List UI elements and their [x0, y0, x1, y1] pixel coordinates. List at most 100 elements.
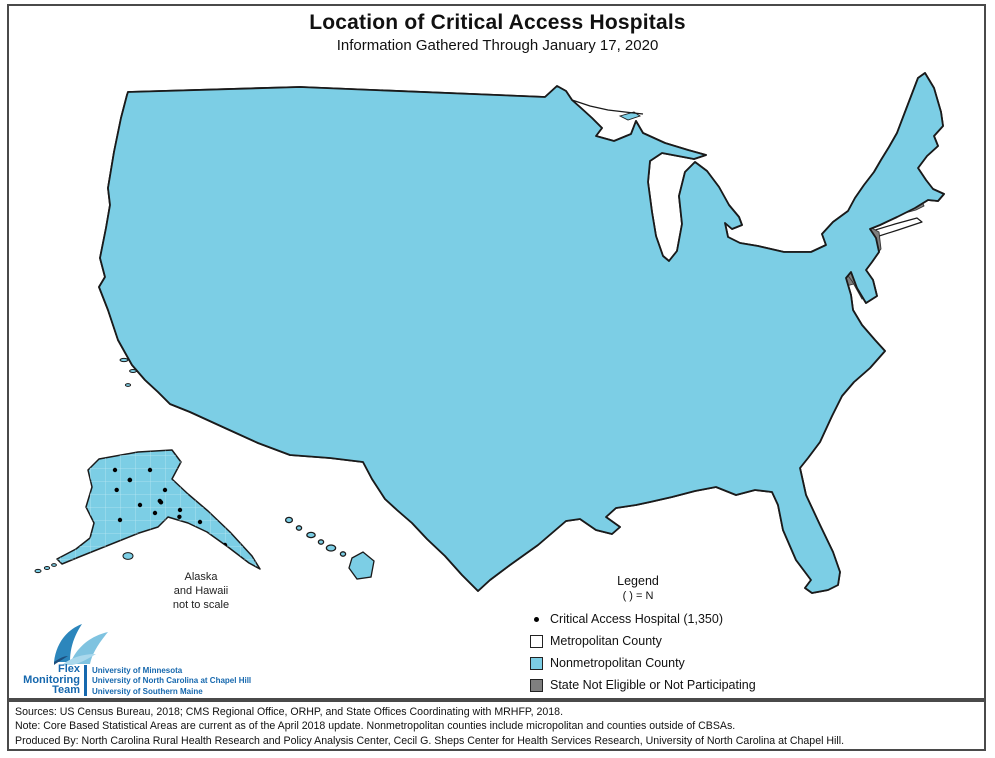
- hospital-dot: [863, 139, 868, 145]
- logo-swoosh-icon: [54, 624, 108, 665]
- hospital-dot: [114, 487, 119, 493]
- hospital-dot: [676, 132, 682, 137]
- hospital-dot: [652, 199, 657, 204]
- hospital-dot: [675, 107, 681, 112]
- hospital-dot: [626, 122, 632, 128]
- hospital-dot: [799, 195, 805, 200]
- legend-item-hospital: Critical Access Hospital (1,350): [527, 608, 867, 630]
- hospital-dot: [873, 332, 878, 337]
- hospital-dot: [207, 436, 212, 442]
- hospital-dot: [707, 152, 713, 157]
- hospital-dot: [658, 122, 664, 128]
- hospital-dot: [815, 457, 821, 462]
- hospital-dot: [796, 229, 801, 235]
- hospital-dot: [112, 467, 118, 473]
- hospital-dot: [805, 170, 810, 175]
- sources-line: Sources: US Census Bureau, 2018; CMS Reg…: [15, 706, 564, 718]
- hospital-dot: [649, 186, 654, 192]
- hospital-dot: [814, 231, 820, 236]
- hospital-dot: [793, 203, 798, 208]
- hospital-dot: [117, 517, 123, 523]
- hospital-dot: [887, 89, 893, 94]
- hospital-dot: [112, 104, 118, 110]
- nonmetropolitan-swatch-icon: [530, 656, 543, 670]
- hospital-dot: [157, 498, 162, 504]
- hospital-dot: [682, 119, 687, 124]
- hospital-dot: [675, 514, 680, 520]
- hospital-dot: [752, 514, 757, 520]
- hospital-dot: [843, 206, 849, 211]
- hospital-dot: [660, 112, 666, 118]
- hospital-dot: [646, 514, 651, 519]
- hospital-dot: [784, 182, 790, 187]
- hospital-dot: [571, 520, 577, 525]
- hospital-dot: [728, 182, 733, 187]
- hospital-dot: [655, 171, 660, 176]
- hospital-dot: [660, 177, 665, 183]
- hospital-dot: [667, 157, 672, 162]
- hospital-dot: [757, 514, 762, 519]
- hospital-dot: [655, 213, 661, 218]
- hospital-dot: [197, 519, 203, 525]
- hospital-dot: [137, 502, 143, 508]
- hospital-dot-icon: [534, 616, 539, 622]
- hospital-dot: [656, 197, 662, 203]
- hospital-dot: [162, 487, 168, 493]
- hospital-dot: [756, 522, 762, 527]
- note-line: Note: Core Based Statistical Areas are c…: [15, 720, 736, 733]
- hospital-dot: [205, 81, 210, 87]
- hospital-dot: [716, 504, 721, 510]
- hospital-dot: [644, 119, 650, 124]
- hospital-dot: [887, 116, 892, 122]
- hospital-dot: [895, 88, 900, 94]
- hospital-dot: [650, 170, 655, 176]
- hospital-dot: [775, 233, 781, 238]
- hospital-dot: [423, 550, 428, 555]
- hospital-dot: [147, 467, 153, 473]
- hawaii-shape: [284, 516, 375, 580]
- hospital-dot: [808, 243, 814, 249]
- hospital-dot: [616, 130, 621, 135]
- hospital-dot: [120, 411, 125, 417]
- hospital-dot: [823, 195, 828, 201]
- hospital-dot: [661, 202, 666, 208]
- hospital-dot: [245, 531, 251, 536]
- hospital-dot: [782, 240, 787, 245]
- hospital-dot: [592, 99, 598, 105]
- hospital-dot: [782, 551, 787, 557]
- hospital-dot: [930, 163, 935, 168]
- hospital-dot: [693, 501, 698, 507]
- hospital-dot: [177, 514, 182, 519]
- hospital-dot: [677, 177, 682, 182]
- hospital-dot: [405, 551, 410, 556]
- hospital-dot: [859, 122, 864, 127]
- source-notes: Sources: US Census Bureau, 2018; CMS Reg…: [7, 700, 986, 751]
- hospital-dot: [882, 123, 888, 128]
- legend-item-not-participating: State Not Eligible or Not Participating: [527, 674, 867, 696]
- hospital-dot: [192, 80, 197, 85]
- hospital-dot: [677, 113, 683, 119]
- hospital-dot: [600, 112, 606, 118]
- legend-label: Nonmetropolitan County: [550, 656, 685, 670]
- hospital-dot: [650, 186, 656, 191]
- map-frame-border: [7, 4, 986, 700]
- hospital-dot: [937, 183, 942, 188]
- hospital-dot: [845, 183, 851, 189]
- hospital-dot: [134, 399, 139, 405]
- hospital-dot: [798, 239, 804, 244]
- page-subtitle: Information Gathered Through January 17,…: [336, 37, 659, 54]
- metropolitan-swatch-icon: [530, 634, 543, 648]
- hospital-dot: [817, 194, 822, 199]
- hospital-dot: [901, 93, 907, 99]
- legend: Legend ( ) = N Critical Access Hospital …: [527, 574, 867, 696]
- logo-name: Flex Monitoring Team: [14, 664, 80, 696]
- hospital-dot: [822, 219, 827, 225]
- hospital-dot: [874, 115, 880, 121]
- hospital-dot: [669, 214, 674, 219]
- legend-label: Metropolitan County: [550, 634, 662, 648]
- page-title: Location of Critical Access Hospitals: [309, 11, 686, 34]
- hospital-dot: [712, 512, 717, 518]
- legend-item-nonmetropolitan: Nonmetropolitan County: [527, 652, 867, 674]
- legend-item-metropolitan: Metropolitan County: [527, 630, 867, 652]
- hospital-dot: [801, 193, 806, 198]
